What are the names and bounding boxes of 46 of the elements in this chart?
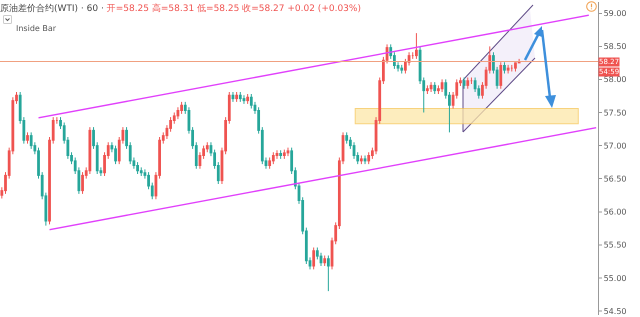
annotation: Inside Bar [16,24,57,33]
candlestick [426,84,429,94]
candlestick [367,152,370,165]
candlestick [26,132,29,144]
candlestick [282,149,286,160]
y-tick-label: 57.50 [604,108,627,118]
candlestick [415,32,418,60]
candlestick [114,145,117,165]
candlestick [462,76,466,90]
candlestick [81,172,84,194]
candlestick [510,64,514,72]
candlestick [272,152,275,165]
candlestick [400,64,404,74]
candlestick [466,76,470,90]
y-tick-label: 55.50 [604,240,627,250]
chart-subtitle: 开=58.25 高=58.31 低=58.25 收=58.27 +0.02 (+0.03%) [106,3,361,14]
candlestick [232,92,234,102]
y-tick-label: 56.00 [604,208,627,217]
candlestick [279,150,282,160]
candlestick [326,254,330,292]
candlestick [470,76,473,85]
y-tick-label: 58.50 [604,42,627,52]
y-tick-label: 59.00 [604,9,627,18]
candlestick [246,93,250,104]
y-tick-label: 57.00 [604,141,627,150]
candlestick [312,247,316,270]
candlestick [136,162,139,175]
candlestick [440,78,444,92]
y-tick-label: 54.50 [604,306,627,316]
y-tick-label: 56.50 [604,174,627,184]
candlestick [514,62,517,72]
candlestick [499,62,502,90]
chart-title: 原油差价合约(WTI) · 60 · [0,4,104,14]
candlestick [430,82,432,92]
candlestick [503,62,506,74]
candlestick [360,155,363,165]
candlestick [433,82,436,94]
candlestick [286,147,290,157]
candlestick [238,92,242,102]
candlestick [88,126,92,175]
candlestick [235,92,238,102]
candlestick [506,64,510,74]
y-tick-label: 55.00 [604,274,627,283]
candlestick [364,155,366,165]
candlestick [242,94,246,104]
candlestick [323,254,326,267]
